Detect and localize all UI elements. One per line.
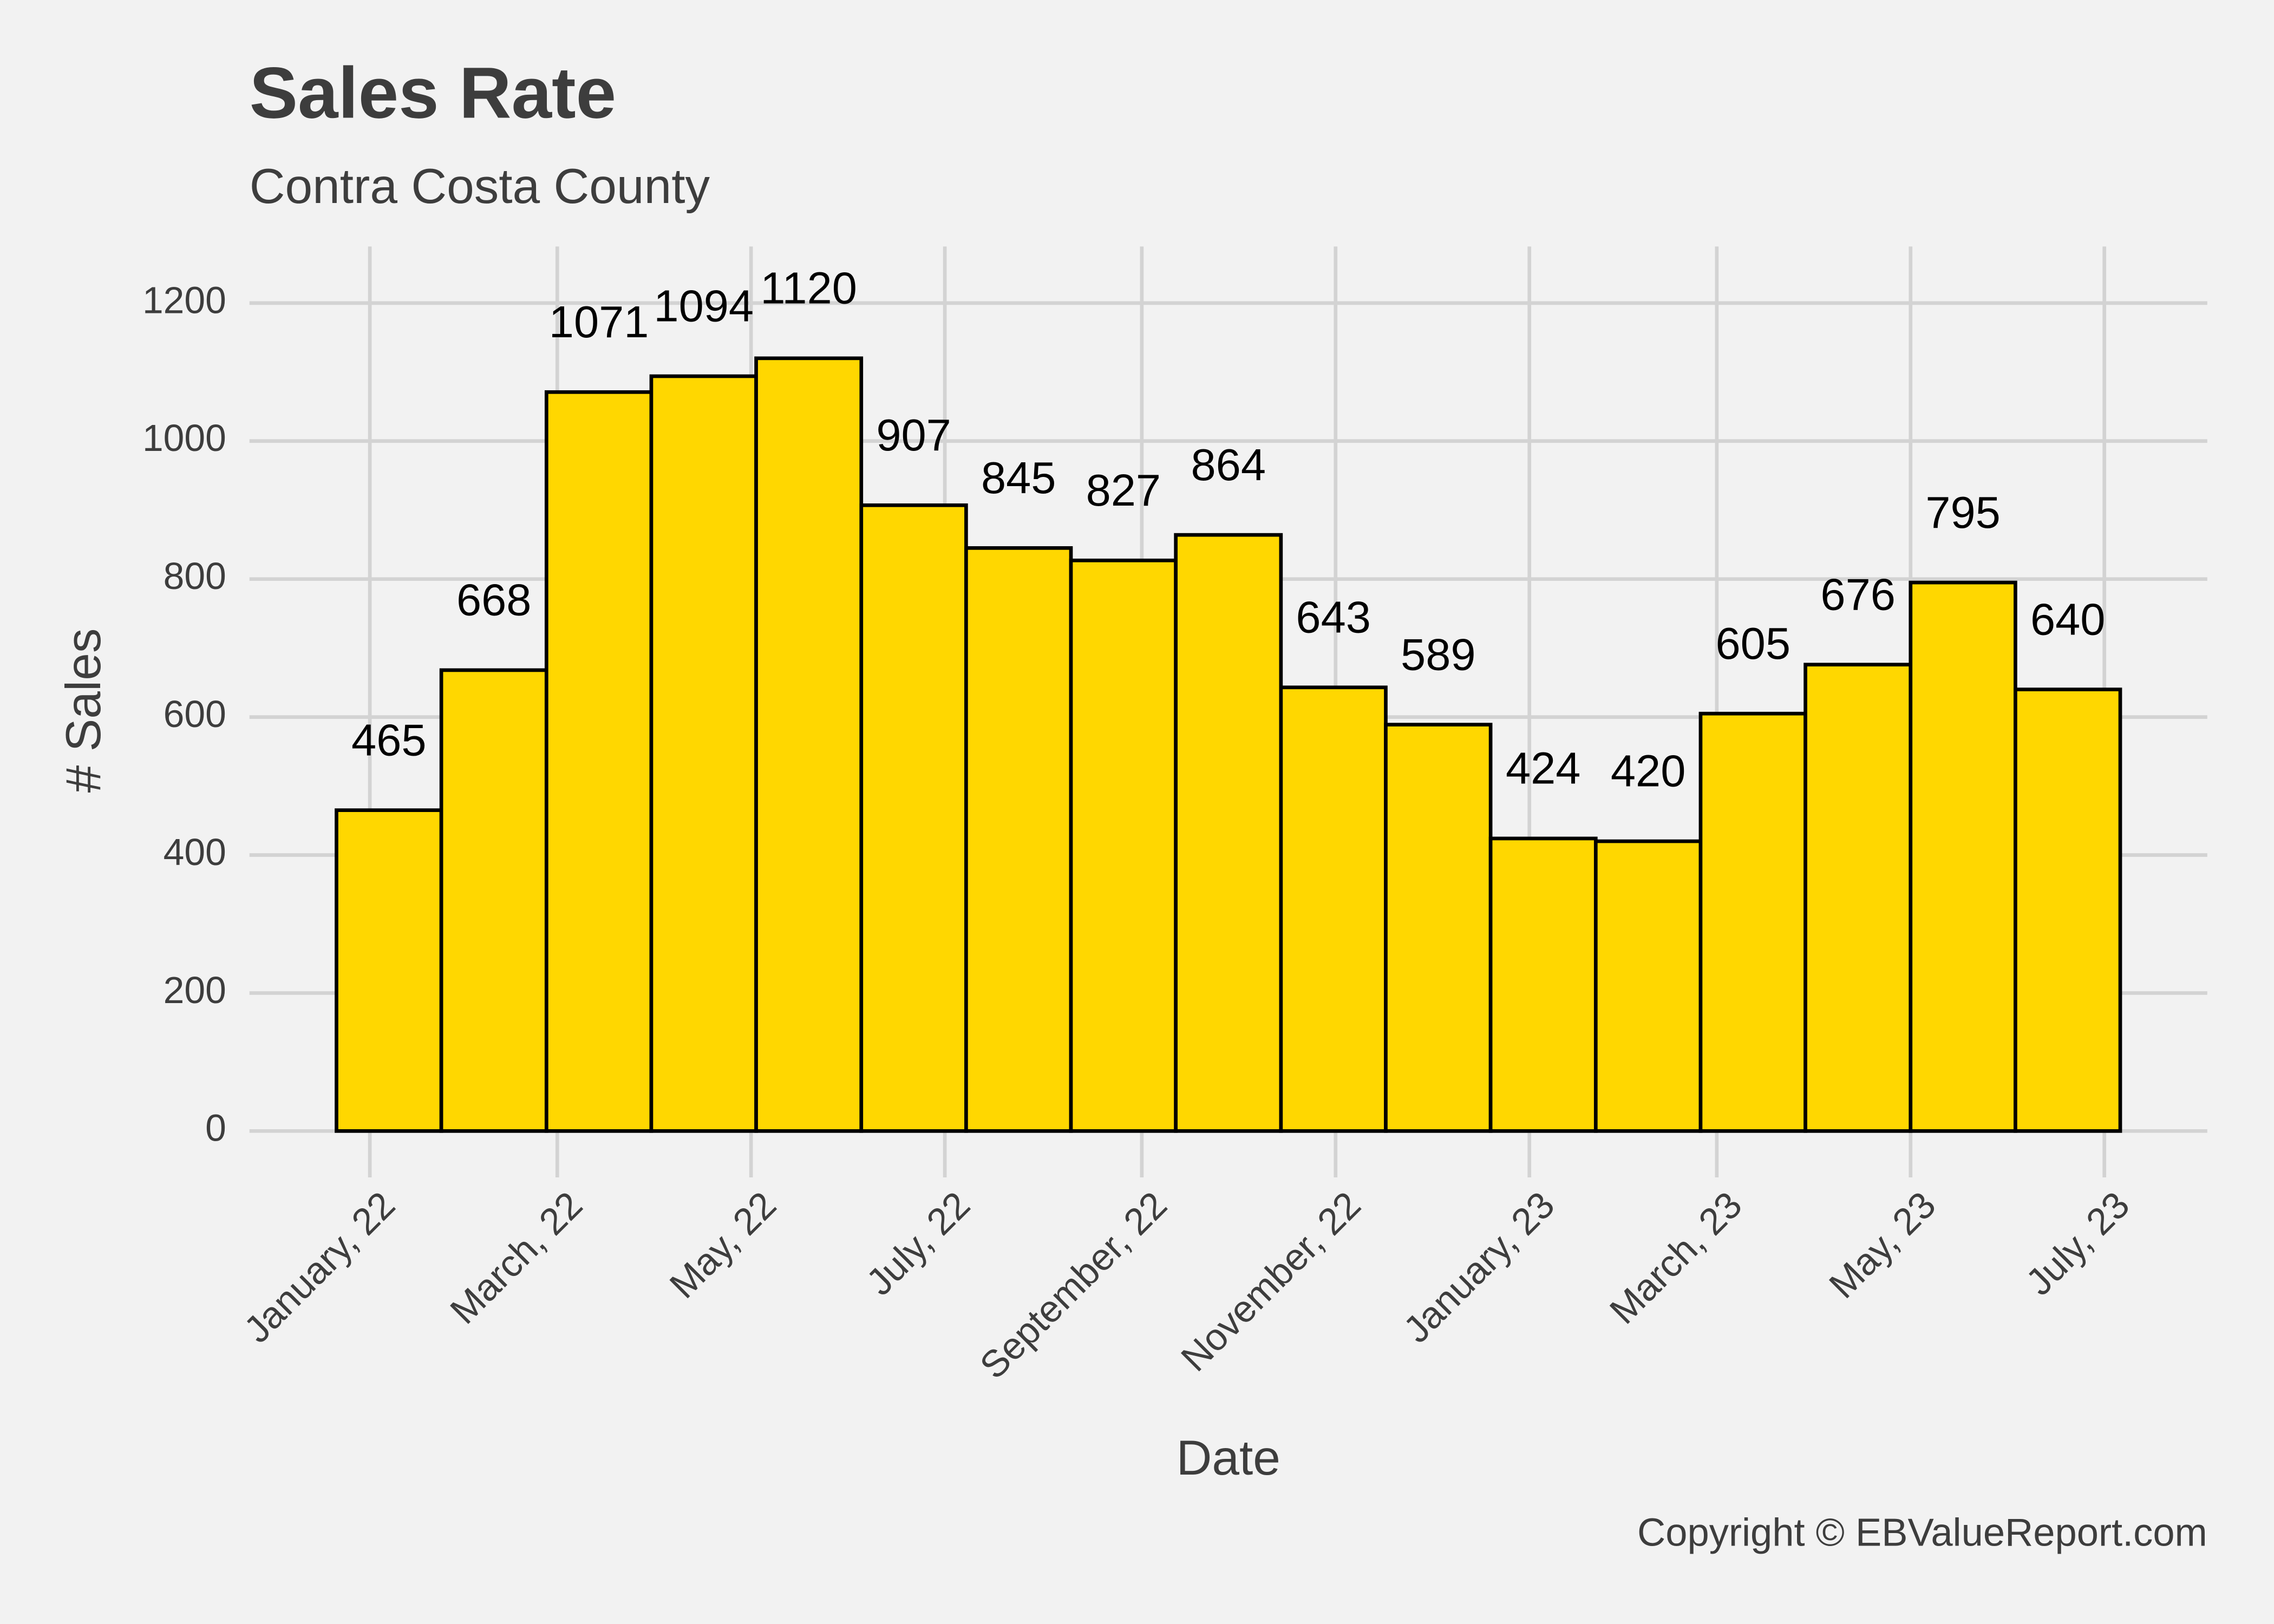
- data-label: 424: [1506, 743, 1581, 794]
- bars: [335, 356, 2122, 1133]
- bar: [1279, 685, 1388, 1133]
- bar: [1488, 836, 1598, 1133]
- bar: [859, 503, 968, 1133]
- bar: [2014, 687, 2122, 1133]
- bar: [964, 546, 1073, 1133]
- data-label: 643: [1296, 592, 1371, 643]
- y-tick-label: 600: [164, 693, 226, 735]
- y-tick-label: 0: [205, 1107, 226, 1149]
- y-axis-label: # Sales: [56, 628, 111, 793]
- bar: [1174, 533, 1283, 1133]
- data-label: 605: [1715, 618, 1791, 669]
- data-label: 845: [981, 453, 1056, 503]
- data-label: 640: [2030, 594, 2106, 644]
- y-tick-label: 200: [164, 969, 226, 1011]
- data-label: 907: [876, 410, 951, 460]
- data-label: 589: [1401, 629, 1476, 679]
- bar: [1069, 558, 1178, 1133]
- data-label: 1071: [549, 297, 649, 347]
- y-tick-label: 1200: [142, 279, 226, 321]
- bar: [439, 668, 548, 1133]
- bar: [335, 808, 443, 1133]
- data-label: 827: [1086, 465, 1161, 515]
- bar: [754, 356, 864, 1133]
- data-label: 795: [1925, 487, 2001, 538]
- data-label: 668: [456, 575, 532, 625]
- bar: [1593, 839, 1703, 1133]
- data-label: 676: [1820, 569, 1896, 619]
- y-tick-label: 800: [164, 555, 226, 597]
- data-label: 1094: [654, 281, 754, 331]
- bar: [1384, 723, 1493, 1133]
- data-label: 1120: [760, 263, 857, 313]
- data-label: 465: [351, 715, 427, 765]
- y-tick-label: 1000: [142, 417, 226, 459]
- bar: [649, 374, 758, 1133]
- bar: [1803, 663, 1913, 1133]
- data-label: 420: [1611, 746, 1686, 796]
- bar: [544, 390, 654, 1133]
- caption: Copyright © EBValueReport.com: [1637, 1511, 2207, 1555]
- y-tick-label: 400: [164, 831, 226, 873]
- chart-subtitle: Contra Costa County: [250, 159, 710, 214]
- bar: [1698, 711, 1807, 1133]
- data-label: 864: [1191, 440, 1266, 490]
- chart-title: Sales Rate: [250, 53, 616, 134]
- x-axis-label: Date: [1177, 1431, 1280, 1485]
- bar: [1909, 580, 2017, 1133]
